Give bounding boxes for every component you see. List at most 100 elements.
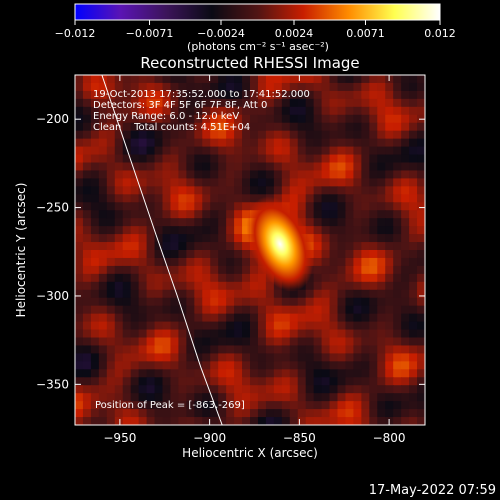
heatmap-cell bbox=[130, 297, 140, 307]
heatmap-cell bbox=[321, 345, 331, 354]
heatmap-cell bbox=[138, 146, 148, 156]
heatmap-cell bbox=[210, 234, 219, 243]
heatmap-cell bbox=[250, 361, 259, 370]
heatmap-cell bbox=[250, 154, 259, 164]
heatmap-cell bbox=[82, 329, 92, 339]
heatmap-cell bbox=[409, 377, 418, 386]
heatmap-cell bbox=[281, 305, 291, 315]
heatmap-cell bbox=[82, 289, 92, 299]
heatmap-cell bbox=[162, 353, 172, 362]
heatmap-cell bbox=[90, 273, 100, 283]
heatmap-cell bbox=[289, 369, 299, 378]
heatmap-cell bbox=[130, 162, 140, 172]
heatmap-cell bbox=[122, 377, 132, 386]
heatmap-cell bbox=[321, 250, 331, 259]
heatmap-cell bbox=[313, 186, 323, 195]
heatmap-cell bbox=[401, 75, 410, 84]
heatmap-cell bbox=[75, 242, 84, 251]
heatmap-cell bbox=[305, 130, 315, 140]
heatmap-cell bbox=[401, 281, 410, 291]
heatmap-cell bbox=[146, 257, 156, 267]
heatmap-cell bbox=[257, 178, 267, 187]
heatmap-cell bbox=[138, 82, 148, 92]
heatmap-cell bbox=[146, 234, 156, 243]
heatmap-cell bbox=[417, 234, 425, 243]
heatmap-cell bbox=[409, 130, 418, 140]
heatmap-cell bbox=[226, 257, 235, 267]
heatmap-cell bbox=[114, 75, 124, 84]
heatmap-cell bbox=[305, 202, 315, 211]
heatmap-cell bbox=[393, 337, 402, 347]
heatmap-cell bbox=[409, 337, 418, 347]
heatmap-cell bbox=[321, 114, 331, 124]
heatmap-cell bbox=[226, 281, 235, 291]
heatmap-cell bbox=[257, 289, 267, 299]
heatmap-cell bbox=[98, 114, 108, 124]
heatmap-cell bbox=[313, 122, 323, 132]
heatmap-cell bbox=[218, 146, 227, 156]
heatmap-cell bbox=[321, 361, 331, 370]
heatmap-cell bbox=[265, 75, 275, 84]
heatmap-cell bbox=[162, 202, 172, 211]
heatmap-cell bbox=[186, 361, 195, 370]
heatmap-cell bbox=[146, 281, 156, 291]
heatmap-cell bbox=[321, 178, 331, 187]
heatmap-cell bbox=[218, 401, 227, 410]
heatmap-cell bbox=[98, 170, 108, 179]
heatmap-cell bbox=[154, 186, 164, 195]
heatmap-cell bbox=[146, 90, 156, 100]
heatmap-cell bbox=[257, 106, 267, 116]
heatmap-cell bbox=[242, 353, 251, 362]
heatmap-cell bbox=[162, 289, 172, 299]
heatmap-cell bbox=[242, 361, 251, 370]
heatmap-cell bbox=[353, 138, 362, 148]
heatmap-cell bbox=[385, 170, 394, 179]
heatmap-cell bbox=[202, 170, 211, 179]
heatmap-cell bbox=[75, 385, 84, 394]
heatmap-cell bbox=[385, 369, 394, 378]
heatmap-cell bbox=[257, 82, 267, 92]
heatmap-cell bbox=[369, 186, 378, 195]
heatmap-cell bbox=[202, 75, 211, 84]
heatmap-cell bbox=[218, 289, 227, 299]
heatmap-cell bbox=[178, 377, 187, 386]
heatmap-cell bbox=[90, 210, 100, 219]
heatmap-cell bbox=[106, 401, 116, 410]
heatmap-cell bbox=[369, 146, 378, 156]
heatmap-cell bbox=[313, 337, 323, 347]
heatmap-cell bbox=[257, 417, 267, 425]
heatmap-cell bbox=[393, 250, 402, 259]
heatmap-cell bbox=[250, 130, 259, 140]
heatmap-cell bbox=[130, 106, 140, 116]
heatmap-cell bbox=[337, 138, 347, 148]
heatmap-cell bbox=[337, 82, 347, 92]
heatmap-cell bbox=[337, 401, 347, 410]
heatmap-cell bbox=[162, 242, 172, 251]
heatmap-cell bbox=[409, 98, 418, 108]
heatmap-cell bbox=[409, 82, 418, 92]
heatmap-cell bbox=[409, 226, 418, 235]
heatmap-cell bbox=[409, 313, 418, 323]
heatmap-cell bbox=[369, 218, 378, 227]
heatmap-cell bbox=[138, 90, 148, 100]
heatmap-cell bbox=[250, 194, 259, 203]
heatmap-cell bbox=[90, 337, 100, 347]
heatmap-cell bbox=[297, 417, 307, 425]
heatmap-cell bbox=[281, 369, 291, 378]
heatmap-cell bbox=[273, 122, 283, 132]
heatmap-cell bbox=[329, 210, 339, 219]
heatmap-cell bbox=[289, 417, 299, 425]
heatmap-cell bbox=[361, 265, 370, 275]
colorbar-tick-label: 0.0024 bbox=[275, 27, 314, 40]
heatmap-cell bbox=[321, 417, 331, 425]
heatmap-cell bbox=[162, 122, 172, 132]
heatmap-cell bbox=[226, 154, 235, 164]
heatmap-cell bbox=[194, 210, 203, 219]
heatmap-cell bbox=[257, 393, 267, 402]
heatmap-cell bbox=[130, 369, 140, 378]
heatmap-cell bbox=[234, 202, 243, 211]
heatmap-cell bbox=[321, 321, 331, 331]
heatmap-cell bbox=[122, 242, 132, 251]
heatmap-cell bbox=[106, 313, 116, 323]
heatmap-cell bbox=[265, 369, 275, 378]
